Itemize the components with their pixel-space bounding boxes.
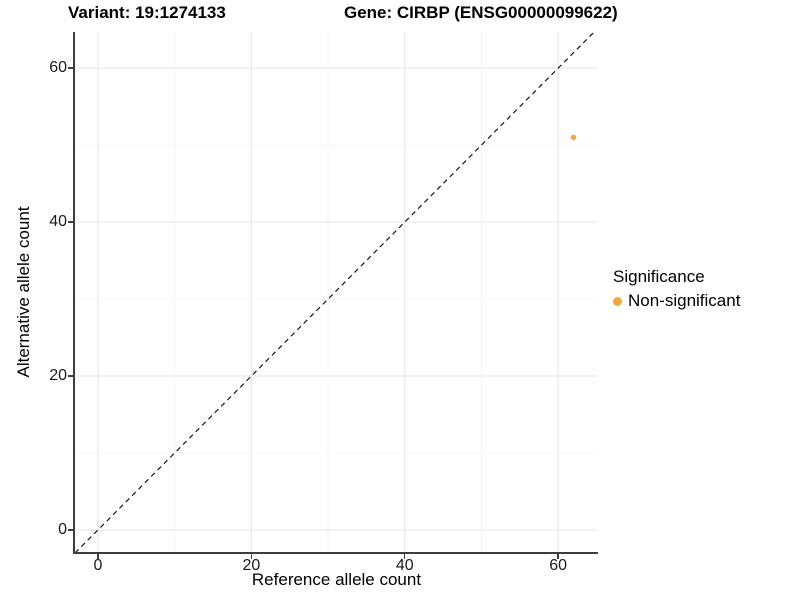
y-tick xyxy=(68,529,74,531)
data-point xyxy=(570,134,577,141)
y-axis-line xyxy=(73,32,75,554)
x-tick xyxy=(97,553,99,559)
identity-line xyxy=(75,32,596,553)
y-tick-label: 40 xyxy=(49,213,67,231)
x-tick xyxy=(250,553,253,559)
y-tick-label: 20 xyxy=(49,366,67,384)
x-tick-label: 0 xyxy=(93,557,103,574)
plot-panel xyxy=(75,32,598,553)
legend-label: Non-significant xyxy=(628,291,741,310)
x-tick xyxy=(404,553,406,559)
y-axis-label: Alternative allele count xyxy=(14,206,33,378)
x-axis-label: Reference allele count xyxy=(251,570,422,589)
y-tick-label: 0 xyxy=(58,520,67,538)
x-tick xyxy=(557,553,559,559)
plot-canvas xyxy=(75,32,598,553)
x-tick-label: 20 xyxy=(242,557,261,574)
legend-item: Non-significant xyxy=(613,291,740,311)
plot-title-variant: Variant: 19:1274133 xyxy=(68,3,226,22)
x-tick-label: 40 xyxy=(395,557,414,574)
legend-title: Significance xyxy=(613,267,705,286)
y-tick-label: 60 xyxy=(49,59,67,77)
y-tick xyxy=(68,67,74,69)
y-tick xyxy=(68,221,74,223)
legend-point-icon xyxy=(613,296,622,306)
x-tick-label: 60 xyxy=(549,557,567,574)
y-tick xyxy=(68,375,74,377)
plot-title-gene: Gene: CIRBP (ENSG00000099622) xyxy=(344,3,618,22)
legend: Significance Non-significant xyxy=(613,267,740,311)
legend-items: Non-significant xyxy=(613,291,740,311)
x-axis-line xyxy=(73,552,599,554)
